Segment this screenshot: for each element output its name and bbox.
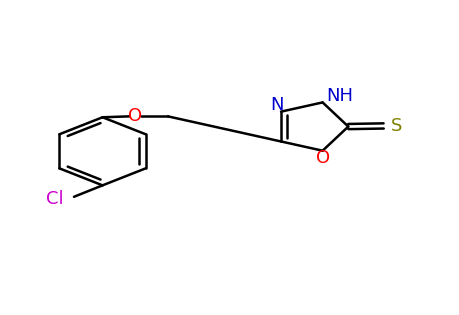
Text: S: S xyxy=(391,117,402,135)
Text: O: O xyxy=(315,149,330,168)
Text: O: O xyxy=(128,107,142,125)
Text: NH: NH xyxy=(326,87,353,105)
Text: N: N xyxy=(271,96,284,114)
Text: Cl: Cl xyxy=(46,190,64,208)
